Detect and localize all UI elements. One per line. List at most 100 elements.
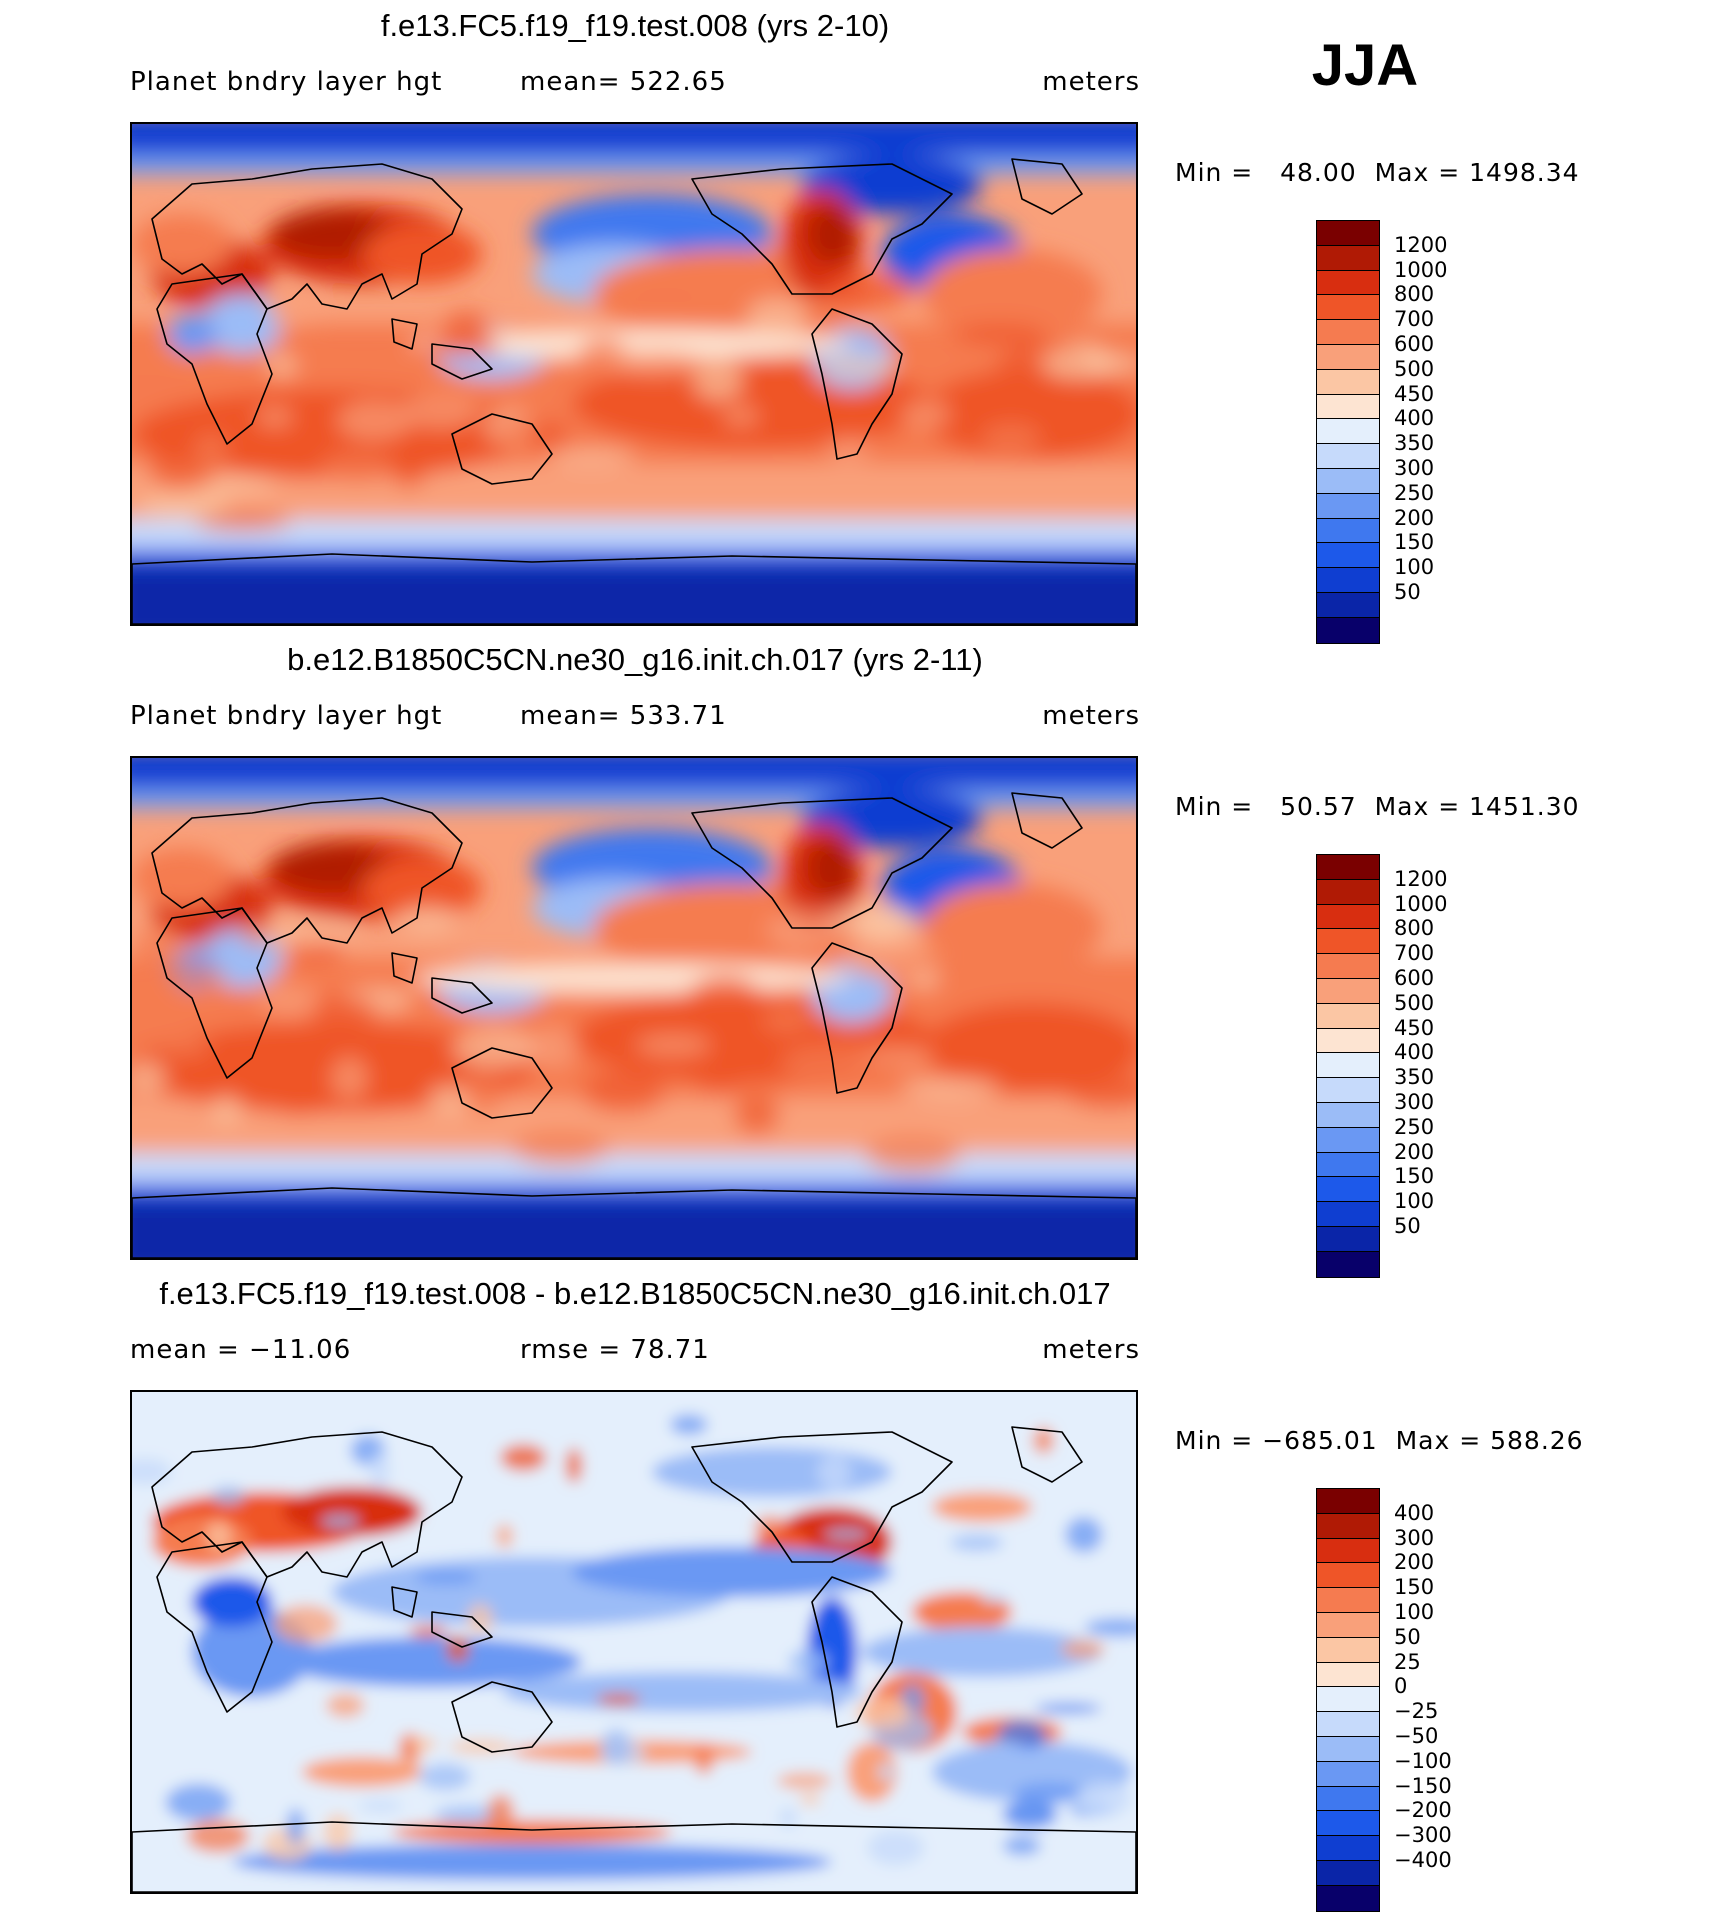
panel-1-map [130,122,1138,626]
colorbar-swatch [1317,855,1379,880]
field-blob [302,1757,422,1787]
coastline [431,343,493,380]
field-blob [545,448,636,465]
colorbar-tick-label: 500 [1394,990,1435,1015]
field-blob [167,314,217,354]
field-blob [511,1129,610,1166]
coastline [151,797,463,944]
field-blob [408,1625,448,1637]
colorbar-tick-label: 150 [1394,530,1435,555]
field-blob [1076,1780,1132,1817]
field-blob [528,1026,579,1070]
colorbar-swatch [1317,419,1379,445]
colorbar-tick-label: −25 [1394,1699,1439,1724]
field-blob [989,387,1064,432]
colorbar-swatch [1317,270,1379,296]
field-blob [802,788,982,848]
field-blob [437,1062,473,1080]
colorbar-swatch [1317,617,1379,643]
colorbar-swatch [1317,221,1379,246]
field-blob [1060,1639,1105,1659]
colorbar-swatch [1317,1028,1379,1054]
field-blob [415,1569,478,1586]
field-blob [807,838,857,898]
field-blob [907,968,941,990]
field-blob [766,909,836,952]
panel-2-minmax: Min = 50.57 Max = 1451.30 [1175,792,1580,821]
colorbar-tick-label: 100 [1394,1600,1435,1624]
coastline [451,1681,553,1753]
colorbar-tick-label: 450 [1394,381,1435,406]
field-blob [855,1696,912,1730]
field-blob [202,294,282,354]
colorbar-tick-label: 50 [1394,1624,1421,1649]
coastline [691,797,953,929]
coastline [811,942,903,1094]
field-blob [776,1772,832,1790]
field-blob [165,1783,232,1822]
colorbar-tick-label: 600 [1394,332,1435,356]
field-blob [746,298,808,336]
panel-1-colorbar [1316,220,1380,644]
field-blob [901,400,951,428]
field-blob [186,1819,250,1853]
field-blob [799,1793,822,1806]
colorbar-swatch [1317,320,1379,345]
coastline [151,163,463,310]
field-blob [817,1454,852,1491]
field-blob [1034,1703,1102,1714]
field-band [132,519,1136,554]
field-blob [369,1451,391,1488]
field-blob [358,1799,403,1813]
field-blob [195,513,291,531]
panel-1-min-label: Min = [1175,158,1254,187]
field-blob [286,1808,305,1846]
coastline [431,977,493,1014]
colorbar-tick-label: 0 [1394,1674,1408,1699]
colorbar-swatch [1317,1712,1379,1737]
field-blob [215,991,258,1012]
coastline [431,1611,493,1648]
field-blob [630,287,701,309]
field-blob [922,883,1102,973]
colorbar-swatch [1317,518,1379,544]
field-blob [211,1485,245,1506]
colorbar-tick-label: 1000 [1394,257,1448,282]
panel-2-min-label: Min = [1175,792,1254,821]
field-blob [581,1070,666,1114]
field-blob [1065,1516,1103,1553]
colorbar-tick-label: −100 [1394,1748,1452,1773]
field-blob [950,1534,1004,1552]
panel-3-rmse-label: rmse = 78.71 [520,1335,710,1365]
field-blob [306,995,377,1026]
colorbar-tick-label: 400 [1394,406,1435,431]
coastline [451,1047,553,1119]
field-blob [823,270,914,311]
colorbar-tick-label: −200 [1394,1798,1452,1823]
field-band [132,1153,1136,1188]
field-blob [192,1577,272,1627]
colorbar-tick-label: 100 [1394,1189,1435,1214]
field-blob [495,1523,514,1549]
coastline-group [132,792,1136,1258]
field-blob [867,1830,925,1866]
colorbar-tick-label: 100 [1394,555,1435,580]
colorbar-swatch [1317,1152,1379,1178]
field-blob [257,921,355,945]
field-blob [392,459,425,489]
colorbar-swatch [1317,1127,1379,1153]
field-blob [877,1762,894,1783]
panel-2: b.e12.B1850C5CN.ne30_g16.init.ch.017 (yr… [0,634,1710,1278]
coastline [132,1821,1136,1892]
colorbar-tick-label: −300 [1394,1823,1452,1848]
field-blob [132,374,187,405]
field-blob [693,358,744,401]
field-blob [610,349,703,377]
field-blob [807,204,857,264]
field-band [132,788,1136,808]
colorbar-swatch [1317,1662,1379,1688]
panel-1-map-svg [132,124,1136,624]
field-blob [137,492,230,519]
field-blob [761,1006,811,1033]
field-blob [406,1736,438,1752]
